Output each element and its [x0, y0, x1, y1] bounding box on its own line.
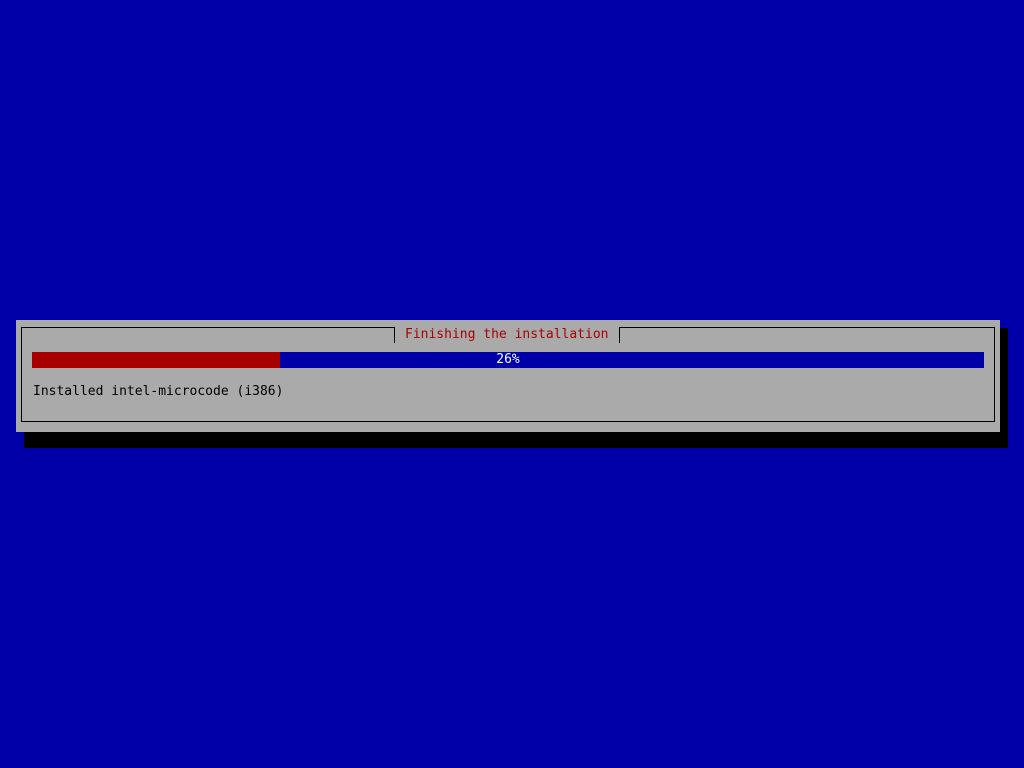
dialog-shadow-right — [1000, 328, 1008, 448]
dialog-frame: Finishing the installation — [21, 327, 995, 422]
progress-bar-fill — [32, 352, 280, 368]
dialog-shadow — [24, 432, 1008, 448]
progress-bar: 26% — [32, 352, 984, 368]
progress-dialog: Finishing the installation 26% Installed… — [16, 320, 1000, 432]
progress-percent: 26% — [496, 352, 520, 367]
dialog-title: Finishing the installation — [394, 327, 620, 343]
status-text: Installed intel-microcode (i386) — [33, 384, 284, 399]
